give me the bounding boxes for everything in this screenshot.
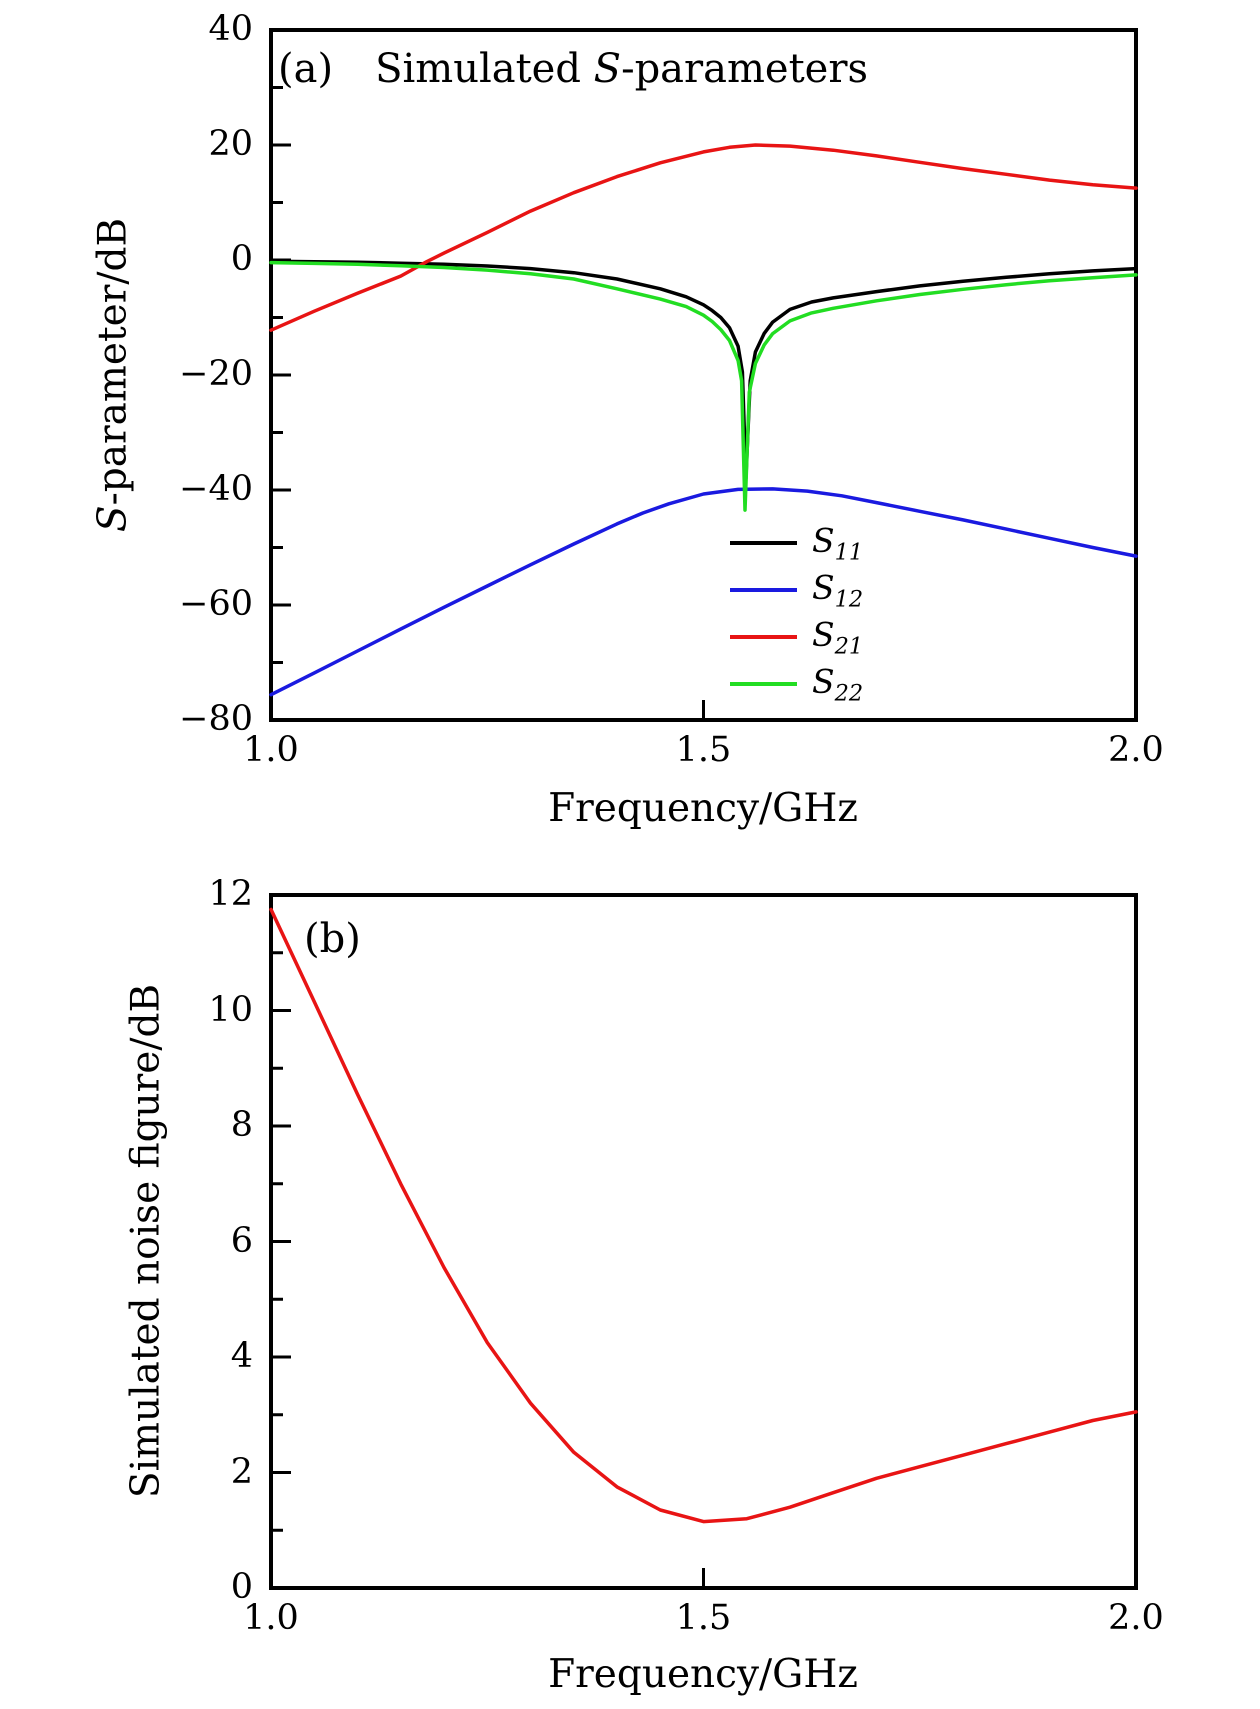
panel-b-x-axis-label: Frequency/GHz	[548, 1652, 858, 1697]
axis-tick-label: 8	[230, 1105, 253, 1146]
legend-line-s22	[730, 682, 797, 686]
legend-row-s12: S12	[730, 567, 863, 613]
legend-row-s22: S22	[730, 661, 863, 707]
panel-a-title-plain: Simulated	[375, 46, 594, 92]
axis-tick-label: 4	[230, 1336, 253, 1377]
axis-tick-label: −20	[179, 354, 253, 395]
axis-tick-label: −40	[179, 469, 253, 510]
curve-NF	[269, 907, 1138, 1524]
legend-line-s21	[730, 635, 797, 639]
axis-tick-label: 2.0	[1108, 730, 1164, 770]
axis-frame-b	[269, 893, 1138, 1590]
axis-tick-label: 0	[230, 239, 253, 280]
axis-tick-label: 1.0	[243, 1598, 299, 1638]
axis-tick-label: 1.0	[243, 730, 299, 770]
legend-row-s11: S11	[730, 520, 863, 566]
axis-tick-label: 1.5	[675, 730, 732, 770]
panel-a-title: (a) Simulated S-parameters	[278, 46, 868, 92]
legend-label-s11: S11	[812, 520, 864, 566]
panel-b-tag: (b)	[304, 916, 361, 962]
curve-S21	[269, 143, 1138, 332]
axis-tick-label: 0	[230, 1567, 253, 1608]
axis-tick-label: 20	[208, 124, 253, 165]
panel-a-x-axis-label: Frequency/GHz	[548, 786, 858, 831]
axis-tick-label: 10	[208, 989, 253, 1030]
axis-frame-a	[269, 28, 1138, 722]
axis-tick-label: 12	[208, 874, 253, 915]
legend-line-s11	[730, 541, 797, 545]
panel-a-title-rest: -parameters	[621, 46, 868, 92]
legend-line-s12	[730, 588, 797, 592]
panel-a-title-italic-s: S	[593, 46, 622, 92]
curve-S11	[269, 259, 1138, 481]
axis-tick-label: 40	[208, 9, 253, 50]
curve-S22	[269, 260, 1138, 512]
axis-tick-label: 6	[230, 1220, 253, 1261]
panel-a-tag: (a)	[278, 46, 334, 92]
legend-label-s22: S22	[812, 661, 864, 707]
curve-S12	[269, 487, 1138, 697]
axis-tick-label: 2	[230, 1451, 253, 1492]
axis-tick-label: −60	[179, 584, 253, 625]
axis-tick-label: −80	[179, 699, 253, 740]
axis-tick-label: 2.0	[1108, 1598, 1164, 1638]
legend-label-s21: S21	[812, 614, 864, 660]
legend-label-s12: S12	[812, 567, 864, 613]
legend-row-s21: S21	[730, 614, 863, 660]
axis-tick-label: 1.5	[675, 1598, 732, 1638]
